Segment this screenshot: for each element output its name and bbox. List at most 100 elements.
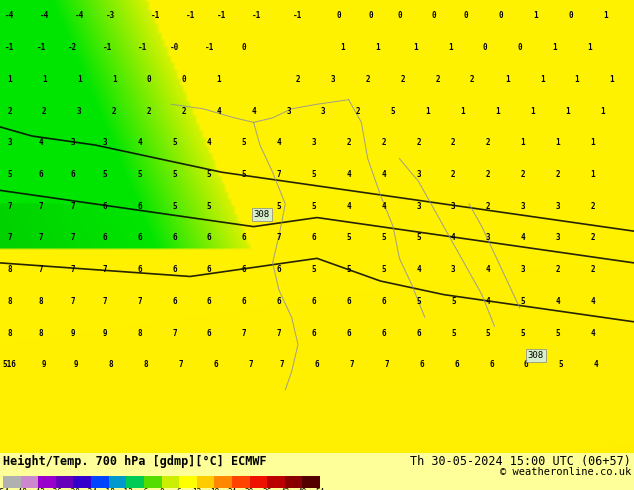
Text: 1: 1 [505,75,510,84]
Text: -1: -1 [138,43,147,52]
Text: -1: -1 [294,11,302,21]
Text: 1: 1 [77,75,82,84]
Text: 2: 2 [555,265,560,274]
Text: 0: 0 [159,489,164,490]
Bar [285,476,302,488]
Text: 5: 5 [381,233,386,243]
Text: -42: -42 [31,489,45,490]
Text: 5: 5 [102,170,107,179]
Text: 8: 8 [7,329,12,338]
Text: 5: 5 [207,202,212,211]
Text: 5: 5 [7,170,12,179]
Text: 8: 8 [7,265,12,274]
Bar [38,476,56,488]
Text: 2: 2 [470,75,475,84]
Text: -1: -1 [252,11,261,21]
Text: 6: 6 [172,265,177,274]
Text: 5: 5 [486,329,491,338]
Text: 6: 6 [137,265,142,274]
Text: 4: 4 [521,233,526,243]
Text: 7: 7 [7,202,12,211]
Text: -1: -1 [151,11,160,21]
Text: 6: 6 [346,329,351,338]
Text: -3: -3 [107,11,115,21]
Text: 3: 3 [321,106,326,116]
Text: 5: 5 [416,297,421,306]
Text: 6: 6 [242,265,247,274]
Text: 8: 8 [7,297,12,306]
Text: 6: 6 [242,297,247,306]
Text: 6: 6 [102,202,107,211]
Text: 1: 1 [600,106,605,116]
Text: -1: -1 [186,11,195,21]
Text: 3: 3 [70,138,75,147]
Text: 7: 7 [70,265,75,274]
Text: 1: 1 [530,106,535,116]
Text: 4: 4 [346,170,351,179]
Text: 2: 2 [381,138,386,147]
Text: 6: 6 [381,329,386,338]
Text: 1: 1 [603,11,608,21]
Text: 2: 2 [521,170,526,179]
Text: 4: 4 [593,360,598,369]
Text: 3: 3 [311,138,316,147]
Text: 6: 6 [314,360,320,369]
Text: 5: 5 [559,360,564,369]
Bar [197,476,214,488]
Text: 9: 9 [42,360,47,369]
Text: 6: 6 [311,329,316,338]
Text: 6: 6 [137,202,142,211]
Text: 7: 7 [70,297,75,306]
Text: 7: 7 [7,233,12,243]
Text: 3: 3 [555,202,560,211]
Text: 7: 7 [39,202,44,211]
Text: 2: 2 [435,75,440,84]
Text: 2: 2 [486,170,491,179]
Text: 1: 1 [533,11,538,21]
Text: 4: 4 [346,202,351,211]
Text: 3: 3 [521,265,526,274]
Text: 6: 6 [524,360,529,369]
Text: 3: 3 [451,202,456,211]
Text: 1: 1 [7,75,12,84]
Bar [56,476,74,488]
Text: 5: 5 [172,138,177,147]
Text: 2: 2 [416,138,421,147]
Text: 3: 3 [7,138,12,147]
Text: 2: 2 [7,106,12,116]
Text: -48: -48 [14,489,27,490]
Text: 2: 2 [590,265,595,274]
Bar [302,476,320,488]
Text: 3: 3 [330,75,335,84]
Text: 2: 2 [486,138,491,147]
Text: Th 30-05-2024 15:00 UTC (06+57): Th 30-05-2024 15:00 UTC (06+57) [410,455,631,468]
Text: 4: 4 [137,138,142,147]
Text: 4: 4 [486,297,491,306]
Text: 1: 1 [112,75,117,84]
Text: 9: 9 [102,329,107,338]
Text: 0: 0 [181,75,186,84]
Text: 3: 3 [521,202,526,211]
Text: 5: 5 [207,170,212,179]
Text: -24: -24 [84,489,98,490]
Text: 5: 5 [391,106,396,116]
Text: 1: 1 [460,106,465,116]
Bar [108,476,126,488]
Text: 4: 4 [39,138,44,147]
Text: 6: 6 [311,233,316,243]
Text: 6: 6 [381,297,386,306]
Text: 30: 30 [245,489,254,490]
Text: 3: 3 [286,106,291,116]
Text: 7: 7 [280,360,285,369]
Text: -1: -1 [217,11,226,21]
Text: -1: -1 [103,43,112,52]
Text: 6: 6 [177,489,181,490]
Text: 6: 6 [242,233,247,243]
Text: -36: -36 [49,489,63,490]
Text: 8: 8 [143,360,148,369]
Text: 1: 1 [552,43,557,52]
Text: 5: 5 [172,202,177,211]
Text: 6: 6 [276,265,281,274]
Text: 0: 0 [242,43,247,52]
Text: 2: 2 [486,202,491,211]
